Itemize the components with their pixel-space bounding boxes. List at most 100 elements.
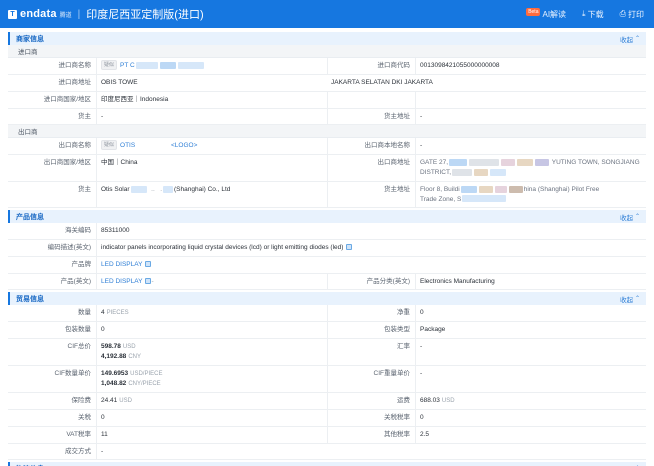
detail-page: 商家信息 收起 ⌃ 进口商 进口商名称 疑似 PT C 进口商代码 0013098… — [0, 28, 654, 466]
print-label: 打印 — [628, 9, 644, 19]
redacted-block — [163, 185, 173, 193]
brand-sub: 腾道 — [59, 13, 72, 19]
redacted-block — [460, 185, 477, 193]
print-button[interactable]: ⎙ 打印 — [620, 9, 644, 20]
qty-value: 4 — [101, 309, 105, 317]
importer-fields: 进口商名称 疑似 PT C 进口商代码 001309842105500000000… — [8, 58, 646, 126]
field-value: GATE 27, YUTING TOWN, SONGJIANG DISTRICT… — [415, 155, 646, 181]
field-row: 进口商地址 OBIS TOWE — [8, 75, 327, 92]
field-value: 11 — [96, 426, 327, 443]
owner-dots: .. . — [147, 185, 162, 193]
field-row: 编码描述(英文) indicator panels incorporating … — [8, 240, 646, 257]
hs-description-text: indicator panels incorporating liquid cr… — [101, 244, 344, 251]
field-label: 进口商名称 — [8, 58, 96, 74]
field-row: 包装数量 0 — [8, 322, 327, 339]
owner-address-line2: Trade Zone, S — [420, 195, 642, 205]
field-value: 688.03 USD — [415, 393, 646, 409]
field-row: 关税 0 — [8, 410, 327, 427]
field-row: 进口商国家/地区 印度尼西亚｜Indonesia — [8, 91, 327, 109]
field-value: OBIS TOWE — [96, 75, 327, 91]
copy-icon[interactable] — [145, 277, 152, 284]
field-label: 出口商地址 — [327, 155, 415, 181]
section-collapse-toggle[interactable]: 收起 ⌃ — [620, 294, 640, 304]
field-label: 进口商地址 — [8, 75, 96, 91]
exporter-name-text[interactable]: OTIS — [120, 142, 136, 150]
field-value: - — [415, 366, 646, 392]
field-value: 149.6953 USD/PIECE 1,048.82 CNY/PIECE — [96, 366, 327, 392]
field-value: 0 — [96, 322, 327, 338]
field-row: CIF总价 598.78 USD 4,192.88 CNY — [8, 339, 327, 366]
field-label: 进口商代码 — [327, 58, 415, 74]
field-row: VAT税率 11 — [8, 426, 327, 444]
page-title: 印度尼西亚定制版(进口) — [86, 9, 204, 21]
cif-total-usd: 598.78 USD — [101, 342, 323, 352]
product-brand-text[interactable]: LED DISPLAY — [101, 260, 143, 268]
field-value: LED DISPLAY — [96, 256, 646, 273]
subsection-label: 进口商 — [18, 49, 38, 56]
field-value: Otis Solar .. . (Shanghai) Co., Ltd — [96, 181, 327, 208]
cif-total-cny-unit: CNY — [128, 354, 141, 360]
redacted-block — [159, 61, 176, 69]
field-value: JAKARTA SELATAN DKI JAKARTA — [331, 79, 433, 86]
cif-unit-cny-unit: CNY/PIECE — [128, 381, 161, 387]
field-label: 产品牌 — [8, 256, 96, 273]
field-value: Electronics Manufacturing — [415, 273, 646, 290]
redacted-block — [535, 159, 550, 167]
field-label: 净重 — [327, 305, 415, 322]
field-row-continued: JAKARTA SELATAN DKI JAKARTA — [327, 75, 646, 92]
field-label: 货主 — [8, 108, 96, 125]
redacted-block — [517, 159, 534, 167]
download-label: 下载 — [587, 9, 604, 19]
section-header-logistics: 物流信息 收起 ⌃ — [8, 462, 646, 466]
field-row: CIF重量单价 - — [327, 366, 646, 393]
field-row: 运费 688.03 USD — [327, 393, 646, 410]
redacted-block — [508, 185, 523, 193]
field-row: 出口商本地名称 - — [327, 138, 646, 156]
field-label: 出口商国家/地区 — [8, 155, 96, 181]
field-value: - — [415, 138, 646, 155]
field-row: 出口商名称 疑似 OTIS <LOGO> — [8, 138, 327, 156]
field-row: 汇率 - — [327, 339, 646, 366]
field-row: CIF数量单价 149.6953 USD/PIECE 1,048.82 CNY/PI… — [8, 366, 327, 393]
section-collapse-toggle[interactable]: 收起 ⌃ — [620, 34, 640, 44]
exporter-logo-text[interactable]: <LOGO> — [171, 142, 198, 150]
field-row: 成交方式 - — [8, 443, 646, 461]
importer-name-text[interactable]: PT C — [120, 62, 135, 69]
section-header-trade: 贸易信息 收起 ⌃ — [8, 292, 646, 306]
section-collapse-toggle[interactable]: 收起 ⌃ — [620, 212, 640, 222]
brand-divider: | — [77, 8, 81, 20]
importer-address-text: OBIS TOWE — [101, 79, 138, 86]
topbar-actions: Beta AI解读 ⤓ 下载 ⎙ 打印 — [526, 8, 644, 20]
field-value: - — [96, 108, 327, 125]
copy-icon[interactable] — [346, 244, 353, 251]
download-button[interactable]: ⤓ 下载 — [582, 9, 604, 20]
field-label: CIF重量单价 — [327, 366, 415, 392]
copy-icon[interactable] — [145, 261, 152, 268]
ai-interpret-button[interactable]: Beta AI解读 — [526, 8, 567, 20]
field-value: 中国｜China — [96, 155, 327, 181]
chevron-up-icon: ⌃ — [634, 214, 640, 221]
redacted-block — [135, 61, 158, 69]
field-label: 产品分类(英文) — [327, 273, 415, 290]
field-value: 印度尼西亚｜Indonesia — [96, 91, 327, 108]
redacted-block — [130, 185, 147, 193]
ai-interpret-label: AI解读 — [542, 9, 567, 19]
field-value: 85311000 — [96, 223, 646, 239]
product-en-text[interactable]: LED DISPLAY — [101, 277, 143, 285]
field-value: LED DISPLAY - — [96, 273, 327, 290]
field-row: 包装类型 Package — [327, 322, 646, 339]
product-fields: 海关编码 85311000 编码描述(英文) indicator panels … — [8, 223, 646, 291]
field-value: 0013098421055000000008 — [415, 58, 646, 74]
brand-logo[interactable]: T endata 腾道 — [8, 8, 72, 20]
cif-total-usd-unit: USD — [122, 344, 136, 350]
field-label — [327, 91, 415, 108]
field-value: 0 — [415, 410, 646, 426]
brand-name: endata — [20, 8, 57, 20]
cif-unit-cny: 1,048.82 CNY/PIECE — [101, 379, 323, 389]
field-value: 疑似 OTIS <LOGO> — [96, 138, 327, 155]
field-value — [415, 91, 646, 108]
field-row: 产品(英文) LED DISPLAY - — [8, 273, 327, 291]
field-value: 0 — [96, 410, 327, 426]
field-value: 0 — [415, 305, 646, 322]
subsection-label: 出口商 — [18, 129, 38, 137]
